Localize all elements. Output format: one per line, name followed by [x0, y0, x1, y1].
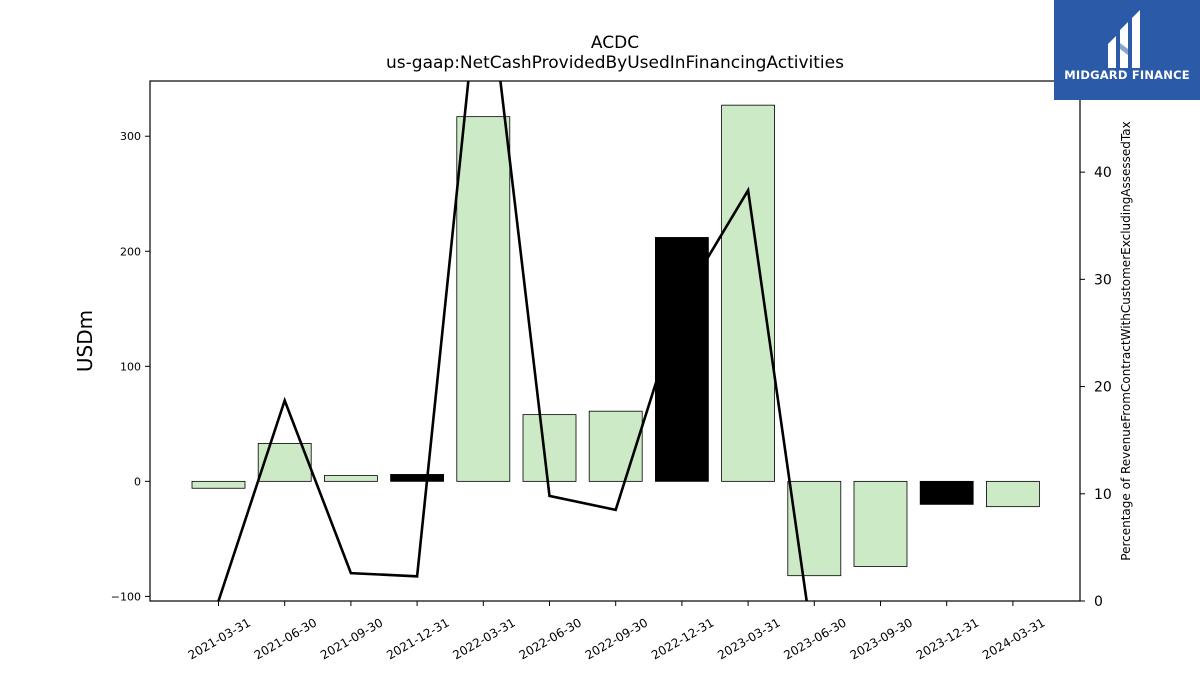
bar-2021-12-31 — [390, 474, 445, 482]
x-tick-label: 2021-06-30 — [252, 615, 319, 662]
x-tick-label: 2023-03-31 — [715, 615, 782, 662]
x-tick-label: 2022-12-31 — [649, 615, 716, 662]
x-tick-label: 2022-09-30 — [583, 615, 650, 662]
y2-tick-label: 0 — [1094, 594, 1103, 610]
ratio-line — [217, 81, 808, 601]
x-tick-label: 2021-09-30 — [318, 615, 385, 662]
bar-2022-03-31 — [456, 116, 511, 482]
bar-2021-03-31 — [191, 480, 246, 489]
x-tick-label: 2023-12-31 — [914, 615, 981, 662]
bar-2023-03-31 — [721, 104, 775, 482]
y-tick-label: 200 — [120, 245, 141, 258]
chart-title: ACDC — [591, 33, 639, 53]
y2-tick-label: 40 — [1094, 165, 1112, 181]
x-tick-label: 2023-09-30 — [848, 615, 915, 662]
bar-2022-06-30 — [522, 414, 577, 482]
bar-2023-09-30 — [853, 480, 908, 567]
x-tick-label: 2022-06-30 — [517, 615, 584, 662]
x-tick-label: 2023-06-30 — [781, 615, 848, 662]
bar-2023-12-31 — [919, 480, 974, 505]
y-tick-label: −100 — [111, 590, 141, 603]
x-tick-label: 2024-03-31 — [980, 615, 1047, 662]
y2-axis-label: Percentage of RevenueFromContractWithCus… — [1119, 121, 1133, 560]
y2-tick-label: 20 — [1094, 380, 1112, 396]
x-tick-label: 2022-03-31 — [450, 615, 517, 662]
chart-subtitle: us-gaap:NetCashProvidedByUsedInFinancing… — [386, 53, 844, 73]
y-tick-label: 300 — [120, 130, 141, 143]
x-tick-label: 2021-12-31 — [384, 615, 451, 662]
y2-tick-label: 30 — [1094, 272, 1112, 288]
y2-tick-label: 10 — [1094, 487, 1112, 503]
logo-mark-icon — [1108, 10, 1140, 68]
bar-2024-03-31 — [986, 480, 1040, 508]
x-tick-label: 2021-03-31 — [186, 615, 253, 662]
logo-text: MIDGARD FINANCE — [1064, 68, 1190, 82]
bar-2022-09-30 — [588, 410, 643, 482]
plot-frame — [149, 80, 1081, 602]
y-tick-label: 0 — [134, 475, 141, 488]
y-tick-label: 100 — [120, 360, 141, 373]
y-axis-label: USDm — [73, 310, 97, 372]
bar-2021-09-30 — [323, 475, 378, 482]
brand-logo: MIDGARD FINANCE — [1054, 0, 1200, 100]
plot-area: −100 0 100 200 300 0 10 20 30 40 2021-03-312021-06… — [111, 80, 1112, 662]
